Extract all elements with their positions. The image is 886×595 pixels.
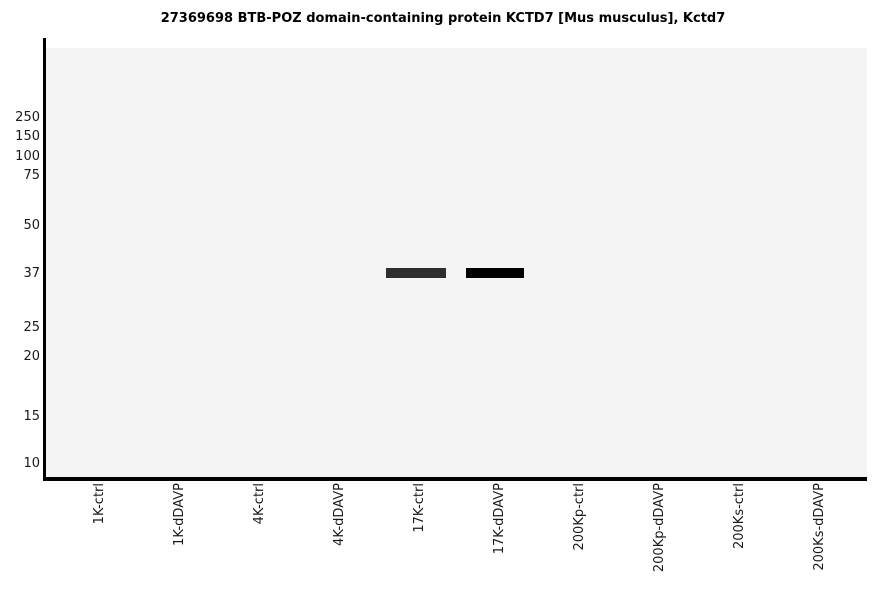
lane-label-200ks-ctrl: 200Ks-ctrl [732,483,747,550]
lane-label-1k-ddavp: 1K-dDAVP [172,483,187,546]
y-tick-20: 20 [23,349,40,364]
y-tick-150: 150 [15,129,40,144]
y-tick-100: 100 [15,149,40,164]
y-tick-37: 37 [23,266,40,281]
lane-label-1k-ctrl: 1K-ctrl [92,483,107,525]
chart-title: 27369698 BTB-POZ domain-containing prote… [160,11,726,26]
y-tick-25: 25 [23,320,40,335]
y-tick-10: 10 [23,456,40,471]
y-tick-250: 250 [15,110,40,125]
band-17k-ctrl [386,268,446,278]
lane-label-200kp-ddavp: 200Kp-dDAVP [652,483,667,573]
x-axis-line [43,477,867,481]
lane-label-4k-ddavp: 4K-dDAVP [332,483,347,546]
lane-label-17k-ctrl: 17K-ctrl [412,483,427,533]
lane-label-17k-ddavp: 17K-dDAVP [492,483,507,555]
lane-label-4k-ctrl: 4K-ctrl [252,483,267,525]
plot-area [46,48,867,477]
y-tick-75: 75 [23,168,40,183]
lane-label-200kp-ctrl: 200Kp-ctrl [572,483,587,551]
band-17k-ddavp [466,268,524,278]
y-tick-50: 50 [23,218,40,233]
lane-label-200ks-ddavp: 200Ks-dDAVP [812,483,827,571]
y-tick-15: 15 [23,409,40,424]
y-axis-line [43,38,46,481]
